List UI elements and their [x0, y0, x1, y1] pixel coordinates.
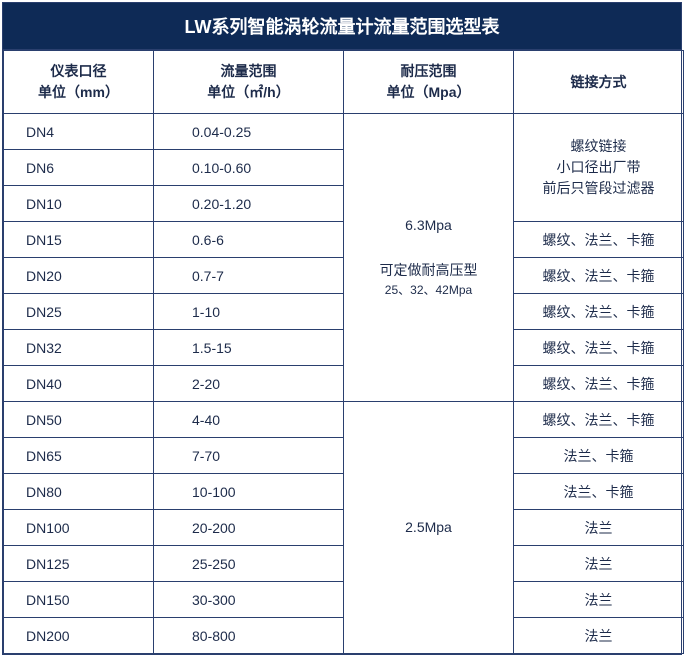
cell-diameter: DN25 [4, 294, 154, 330]
cell-diameter: DN150 [4, 582, 154, 618]
cell-diameter: DN10 [4, 186, 154, 222]
table-container: LW系列智能涡轮流量计流量范围选型表 仪表口径 单位（mm） 流量范围 单位（㎡… [2, 2, 682, 655]
header-row: 仪表口径 单位（mm） 流量范围 单位（㎡/h） 耐压范围 单位（Mpa） 链接… [4, 51, 684, 114]
cell-conn: 螺纹、法兰、卡箍 [514, 330, 684, 366]
cell-flow: 0.04-0.25 [154, 114, 344, 150]
cell-conn: 法兰 [514, 582, 684, 618]
cell-conn: 螺纹、法兰、卡箍 [514, 402, 684, 438]
cell-diameter: DN20 [4, 258, 154, 294]
cell-diameter: DN200 [4, 618, 154, 654]
cell-conn: 螺纹、法兰、卡箍 [514, 294, 684, 330]
cell-conn: 螺纹、法兰、卡箍 [514, 258, 684, 294]
cell-conn: 法兰 [514, 546, 684, 582]
header-text: 单位（Mpa） [387, 84, 471, 100]
cell-flow: 25-250 [154, 546, 344, 582]
header-pressure: 耐压范围 单位（Mpa） [344, 51, 514, 114]
table-title: LW系列智能涡轮流量计流量范围选型表 [3, 3, 681, 50]
cell-flow: 1.5-15 [154, 330, 344, 366]
cell-flow: 1-10 [154, 294, 344, 330]
cell-flow: 80-800 [154, 618, 344, 654]
cell-conn-small: 螺纹链接 小口径出厂带 前后只管段过滤器 [514, 114, 684, 222]
cell-diameter: DN80 [4, 474, 154, 510]
cell-conn: 螺纹、法兰、卡箍 [514, 222, 684, 258]
cell-conn: 法兰、卡箍 [514, 438, 684, 474]
cell-flow: 0.10-0.60 [154, 150, 344, 186]
header-connection: 链接方式 [514, 51, 684, 114]
cell-flow: 2-20 [154, 366, 344, 402]
header-text: 耐压范围 [401, 63, 457, 79]
selection-table: 仪表口径 单位（mm） 流量范围 单位（㎡/h） 耐压范围 单位（Mpa） 链接… [3, 50, 684, 654]
pressure-sub: 可定做耐高压型 [350, 259, 507, 281]
cell-diameter: DN4 [4, 114, 154, 150]
cell-flow: 0.7-7 [154, 258, 344, 294]
cell-flow: 10-100 [154, 474, 344, 510]
cell-flow: 7-70 [154, 438, 344, 474]
cell-diameter: DN6 [4, 150, 154, 186]
conn-text: 螺纹链接 [520, 136, 677, 157]
cell-flow: 4-40 [154, 402, 344, 438]
header-flow: 流量范围 单位（㎡/h） [154, 51, 344, 114]
cell-flow: 0.20-1.20 [154, 186, 344, 222]
pressure-main: 6.3Mpa [350, 214, 507, 236]
cell-diameter: DN15 [4, 222, 154, 258]
header-text: 仪表口径 [51, 63, 107, 79]
header-text: 链接方式 [571, 74, 627, 90]
cell-conn: 法兰、卡箍 [514, 474, 684, 510]
table-row: DN4 0.04-0.25 6.3Mpa 可定做耐高压型 25、32、42Mpa… [4, 114, 684, 150]
cell-flow: 20-200 [154, 510, 344, 546]
cell-pressure-1: 6.3Mpa 可定做耐高压型 25、32、42Mpa [344, 114, 514, 402]
conn-text: 前后只管段过滤器 [520, 178, 677, 199]
cell-conn: 螺纹、法兰、卡箍 [514, 366, 684, 402]
cell-diameter: DN100 [4, 510, 154, 546]
cell-diameter: DN40 [4, 366, 154, 402]
cell-flow: 30-300 [154, 582, 344, 618]
cell-diameter: DN65 [4, 438, 154, 474]
cell-diameter: DN50 [4, 402, 154, 438]
cell-flow: 0.6-6 [154, 222, 344, 258]
pressure-sub: 25、32、42Mpa [350, 281, 507, 300]
header-text: 单位（mm） [38, 84, 119, 100]
cell-diameter: DN32 [4, 330, 154, 366]
header-diameter: 仪表口径 单位（mm） [4, 51, 154, 114]
cell-conn: 法兰 [514, 510, 684, 546]
cell-conn: 法兰 [514, 618, 684, 654]
conn-text: 小口径出厂带 [520, 157, 677, 178]
header-text: 单位（㎡/h） [207, 84, 289, 100]
table-row: DN50 4-40 2.5Mpa 螺纹、法兰、卡箍 [4, 402, 684, 438]
cell-pressure-2: 2.5Mpa [344, 402, 514, 654]
header-text: 流量范围 [221, 63, 277, 79]
cell-diameter: DN125 [4, 546, 154, 582]
